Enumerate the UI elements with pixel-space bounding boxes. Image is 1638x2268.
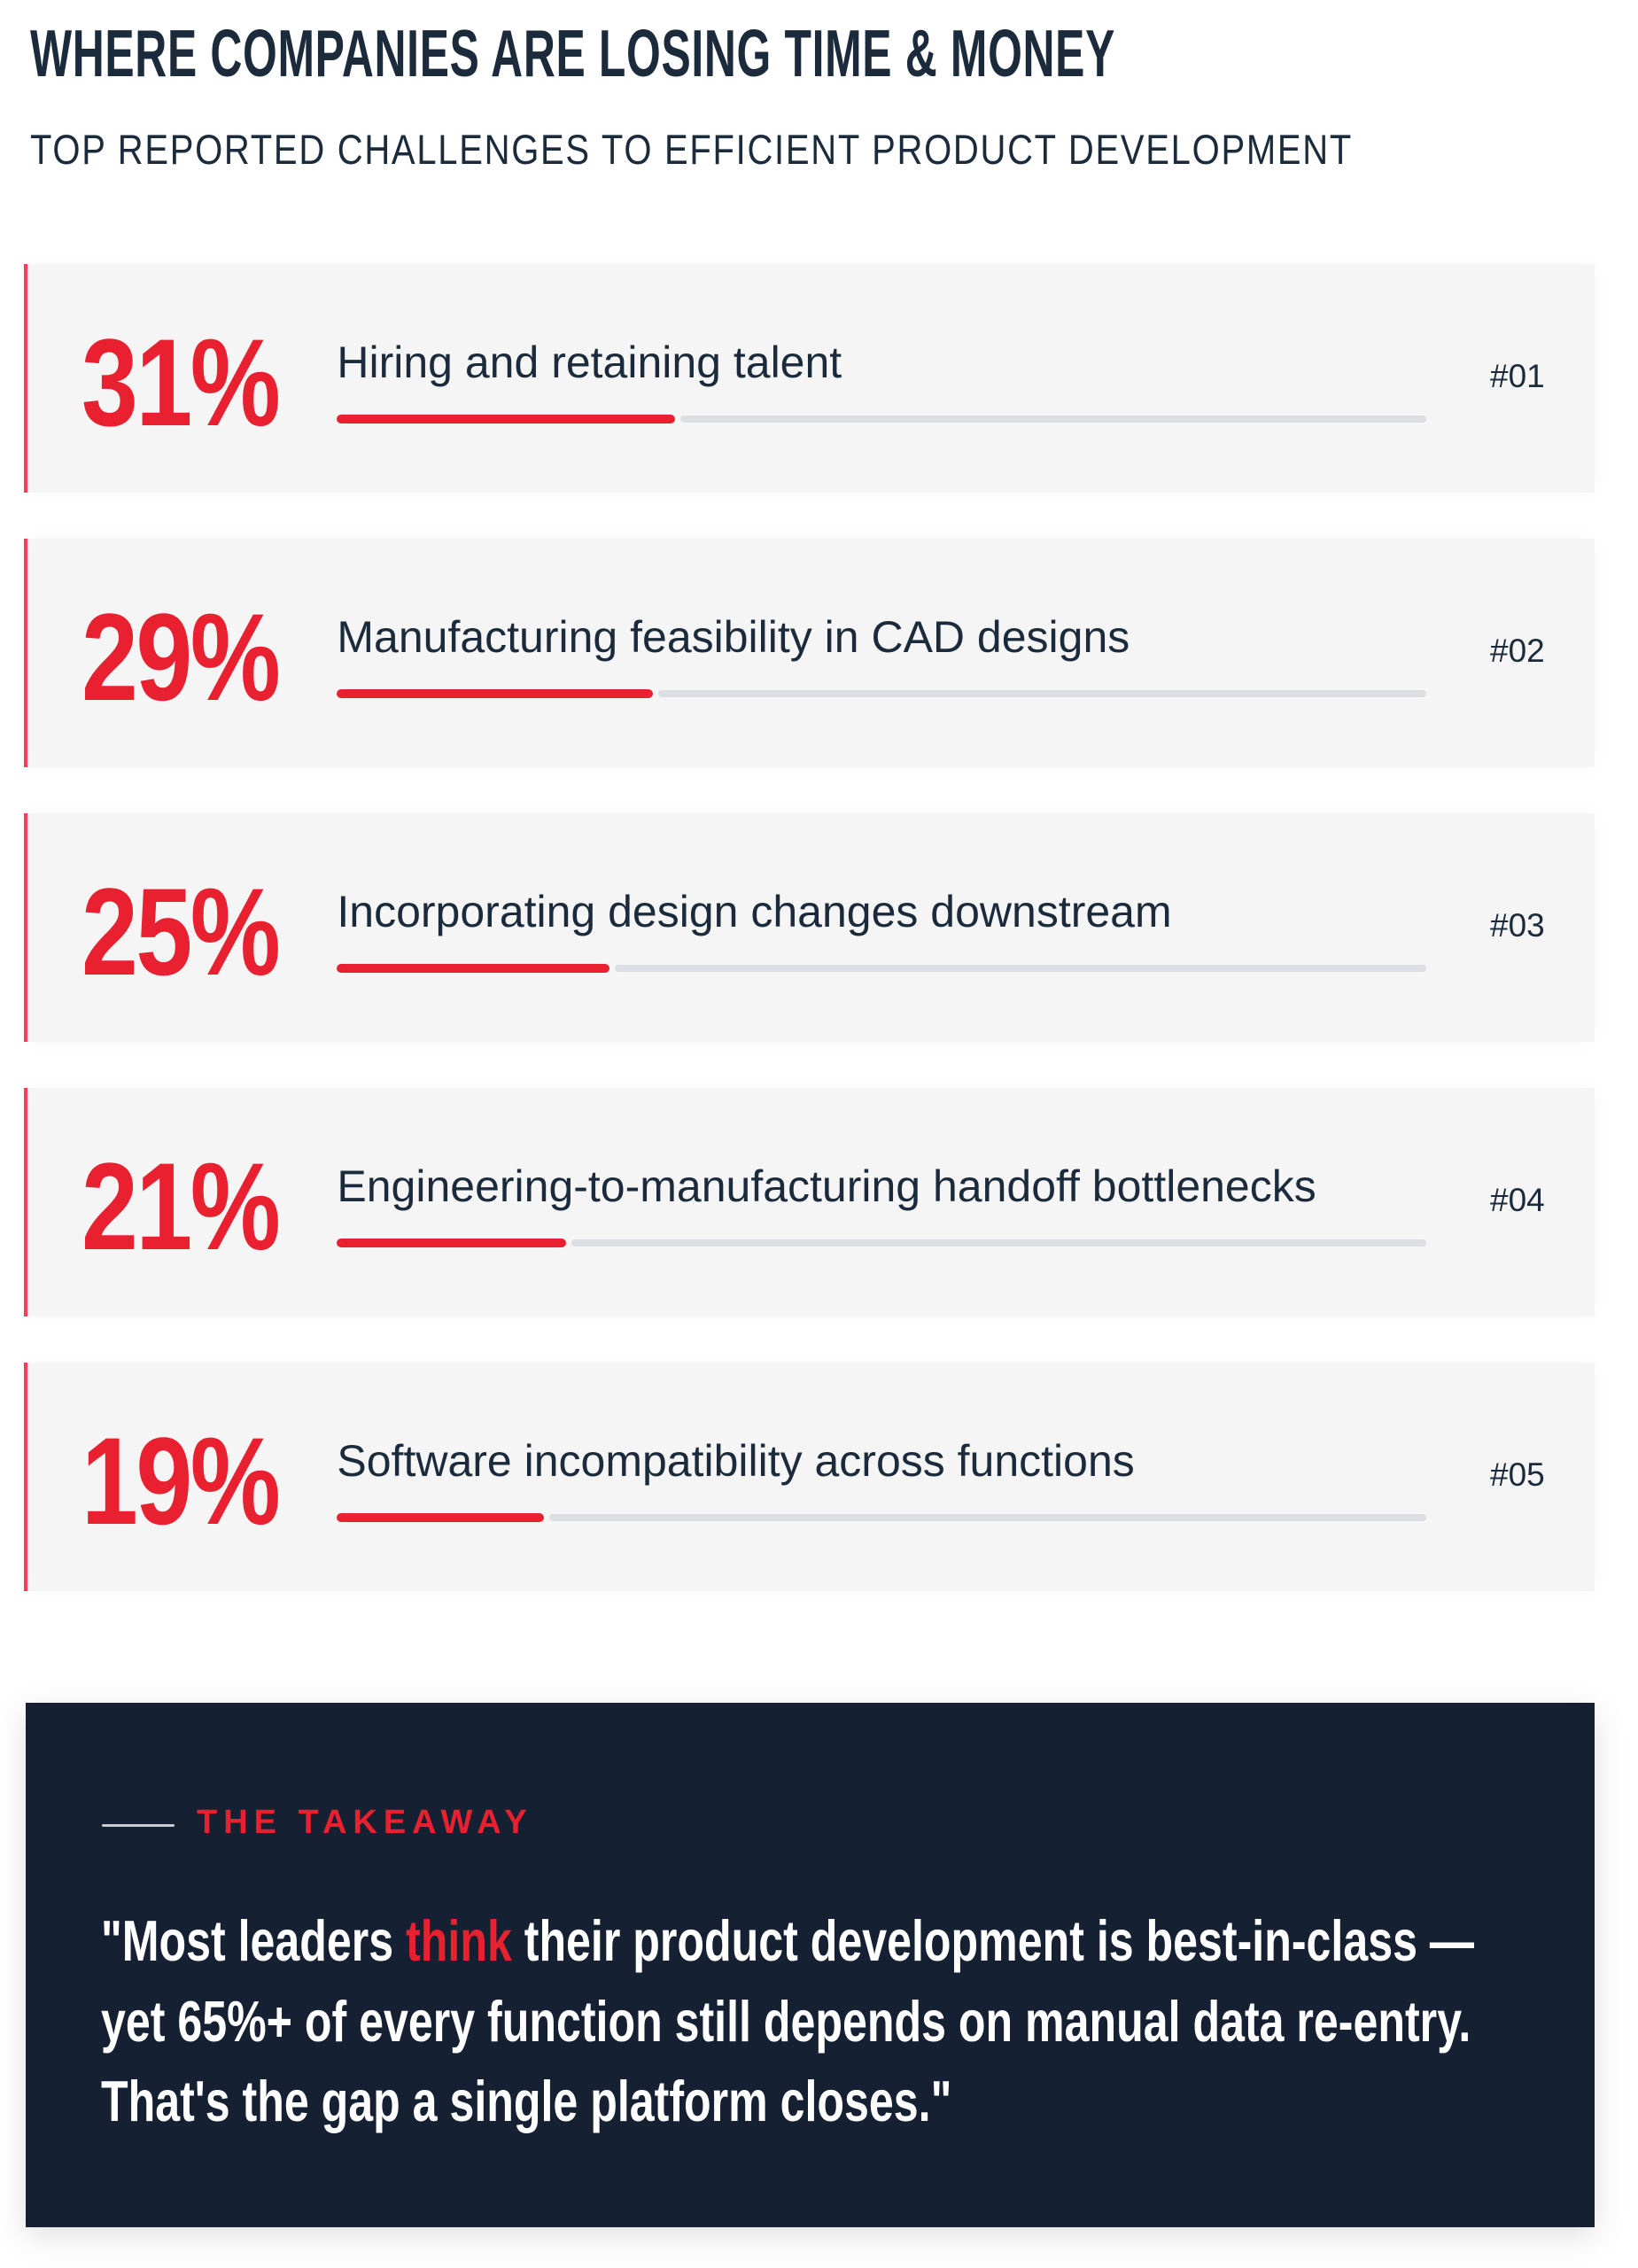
progress-bar-fill xyxy=(337,415,675,423)
percent-container: 29% xyxy=(82,587,281,726)
challenge-body: Manufacturing feasibility in CAD designs xyxy=(337,539,1426,767)
quote-line-2: yet 65%+ of every function still depends… xyxy=(101,1989,1471,2054)
quote-line-1: "Most leaders think their product develo… xyxy=(101,1912,1474,1969)
quote-line-3: That's the gap a single platform closes.… xyxy=(101,2069,952,2133)
rank-badge: #05 xyxy=(1490,1456,1545,1493)
percent-value: 29% xyxy=(82,587,281,726)
progress-bar-fill xyxy=(337,689,653,698)
challenge-card: 21% Engineering-to-manufacturing handoff… xyxy=(24,1088,1595,1317)
page-title: WHERE COMPANIES ARE LOSING TIME & MONEY xyxy=(30,16,1115,90)
challenge-card: 29% Manufacturing feasibility in CAD des… xyxy=(24,539,1595,767)
challenge-card: 25% Incorporating design changes downstr… xyxy=(24,813,1595,1042)
progress-track xyxy=(337,1239,1426,1247)
percent-value: 31% xyxy=(82,313,281,452)
percent-value: 19% xyxy=(82,1411,281,1550)
progress-track-remainder xyxy=(679,416,1426,423)
percent-container: 21% xyxy=(82,1137,281,1276)
progress-track xyxy=(337,415,1426,423)
challenge-label: Engineering-to-manufacturing handoff bot… xyxy=(337,1161,1316,1211)
rank-badge: #01 xyxy=(1490,358,1545,394)
progress-bar-fill xyxy=(337,1239,566,1247)
rank-badge: #04 xyxy=(1490,1182,1545,1218)
challenge-body: Engineering-to-manufacturing handoff bot… xyxy=(337,1088,1426,1317)
progress-track xyxy=(337,964,1426,973)
progress-track-remainder xyxy=(657,690,1426,697)
challenge-body: Software incompatibility across function… xyxy=(337,1363,1426,1591)
challenge-card: 19% Software incompatibility across func… xyxy=(24,1363,1595,1591)
percent-value: 25% xyxy=(82,862,281,1001)
progress-track-remainder xyxy=(571,1239,1426,1247)
takeaway-label: THE TAKEAWAY xyxy=(197,1804,533,1841)
progress-track xyxy=(337,1513,1426,1522)
quote-highlight: think xyxy=(406,1908,512,1973)
challenge-body: Incorporating design changes downstream xyxy=(337,813,1426,1042)
percent-container: 19% xyxy=(82,1411,281,1550)
quote-text: "Most leaders xyxy=(101,1908,407,1973)
progress-track-remainder xyxy=(549,1514,1426,1521)
challenge-body: Hiring and retaining talent xyxy=(337,264,1426,493)
percent-container: 25% xyxy=(82,862,281,1001)
progress-bar-fill xyxy=(337,964,609,973)
challenge-label: Software incompatibility across function… xyxy=(337,1436,1135,1486)
takeaway-panel: THE TAKEAWAY "Most leaders think their p… xyxy=(26,1703,1595,2227)
progress-track-remainder xyxy=(614,965,1426,972)
progress-bar-fill xyxy=(337,1513,544,1522)
challenge-label: Incorporating design changes downstream xyxy=(337,887,1172,936)
takeaway-dash-divider xyxy=(102,1824,175,1827)
challenge-label: Hiring and retaining talent xyxy=(337,338,842,387)
rank-badge: #02 xyxy=(1490,633,1545,669)
progress-track xyxy=(337,689,1426,698)
percent-value: 21% xyxy=(82,1137,281,1276)
percent-container: 31% xyxy=(82,313,281,452)
challenge-label: Manufacturing feasibility in CAD designs xyxy=(337,612,1130,662)
rank-badge: #03 xyxy=(1490,907,1545,944)
page-subtitle: TOP REPORTED CHALLENGES TO EFFICIENT PRO… xyxy=(30,126,1353,173)
challenge-card: 31% Hiring and retaining talent #01 xyxy=(24,264,1595,493)
quote-text: their product development is best-in-cla… xyxy=(511,1908,1474,1973)
